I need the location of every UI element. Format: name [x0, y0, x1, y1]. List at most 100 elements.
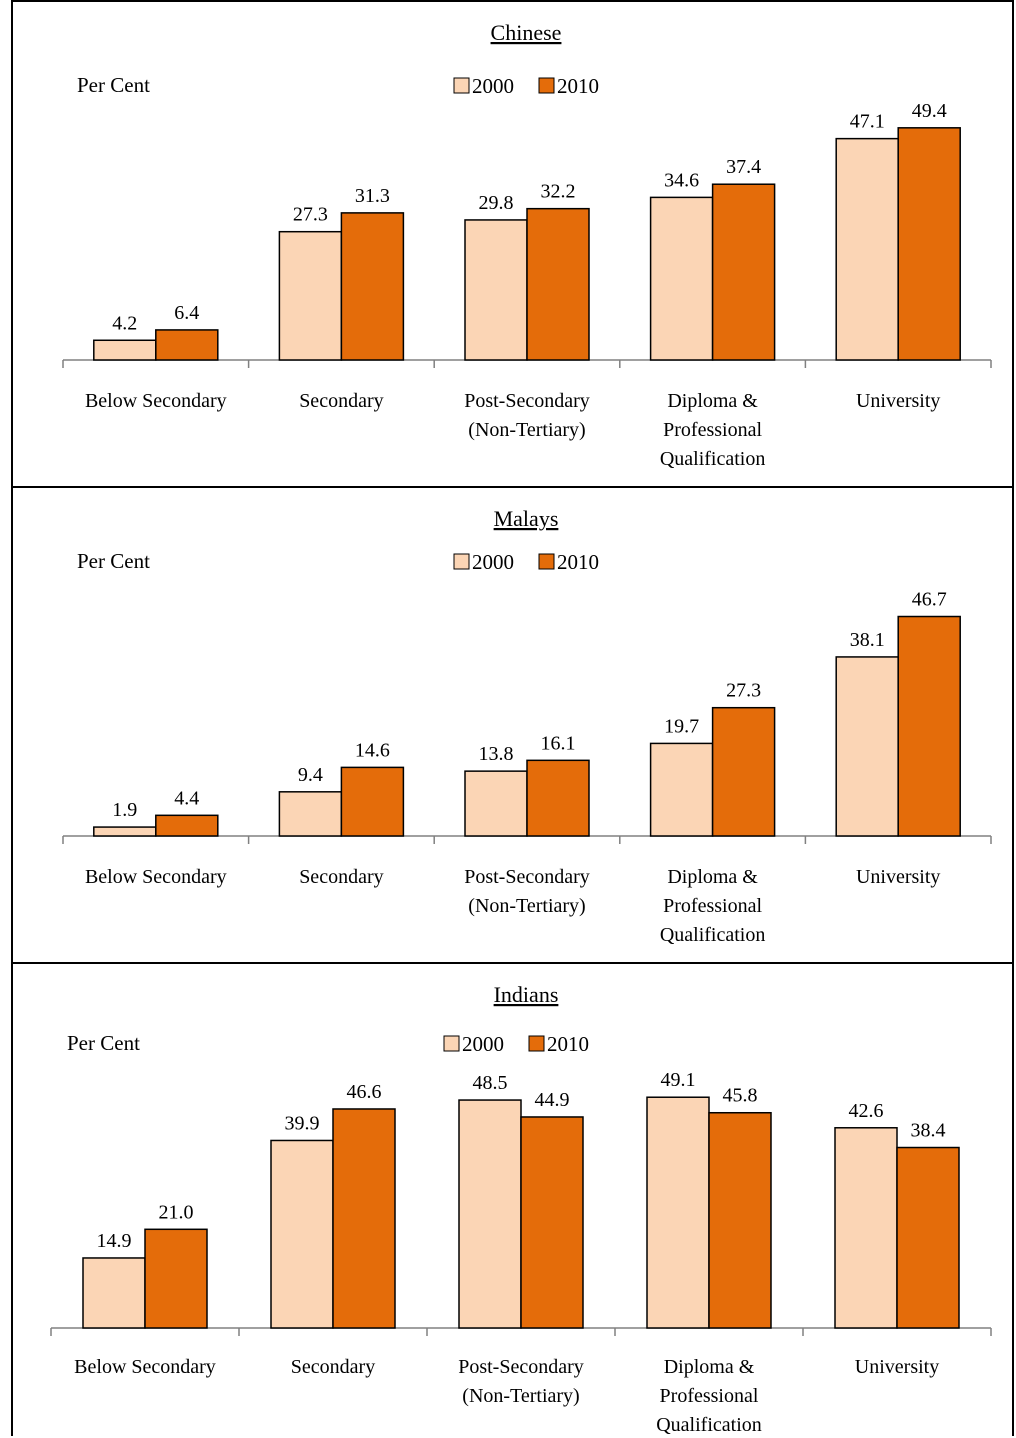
data-label: 9.4 — [298, 764, 323, 786]
category-label: University — [856, 390, 940, 412]
data-label: 31.3 — [355, 185, 390, 207]
category-label: University — [856, 866, 940, 888]
data-label: 14.6 — [355, 739, 390, 761]
category-label: (Non-Tertiary) — [462, 1385, 579, 1407]
category-label: Qualification — [656, 1414, 762, 1436]
bar-2000 — [646, 1096, 710, 1329]
chart-panel-indians: Indians Per Cent 2000 2010 14.9 21.0 Below… — [11, 962, 1014, 1436]
chart-panel-chinese: Chinese Per Cent 2000 2010 4.2 6.4 Below S… — [11, 0, 1014, 488]
bar-2000 — [649, 196, 714, 361]
bar-2000 — [82, 1257, 146, 1329]
bar-2000 — [649, 742, 714, 837]
chart-panel-malays: Malays Per Cent 2000 2010 1.9 4.4 Below Se… — [11, 486, 1014, 964]
data-label: 27.3 — [726, 680, 761, 702]
bar-2010 — [144, 1228, 208, 1329]
data-label: 46.6 — [347, 1081, 382, 1103]
data-label: 45.8 — [723, 1085, 758, 1107]
data-label: 1.9 — [112, 799, 137, 821]
plot-area: 14.9 21.0 Below Secondary 39.9 46.6 Secondary… — [50, 1069, 992, 1436]
category-label: Professional — [663, 895, 762, 917]
data-label: 34.6 — [664, 169, 699, 191]
data-label: 37.4 — [726, 156, 761, 178]
category-label: Post-Secondary — [464, 866, 590, 888]
legend-swatch-2010 — [538, 77, 555, 94]
chart-title: Malays — [494, 506, 559, 531]
bar-2010 — [708, 1111, 772, 1329]
category-label: Below Secondary — [85, 866, 227, 888]
bar-2000 — [93, 339, 157, 361]
bar-2000 — [835, 137, 899, 361]
legend-swatch-2000 — [453, 77, 470, 94]
legend-label-2000: 2000 — [472, 550, 514, 574]
bar-2000 — [278, 791, 343, 837]
category-label: Professional — [663, 419, 762, 441]
bar-2010 — [711, 706, 776, 837]
bar-2010 — [896, 1146, 960, 1329]
bar-2010 — [526, 207, 590, 361]
data-label: 21.0 — [159, 1201, 194, 1223]
bar-2000 — [458, 1099, 522, 1329]
legend-label-2010: 2010 — [557, 74, 599, 98]
category-label: Diploma & — [664, 1356, 755, 1378]
category-label: Post-Secondary — [464, 390, 590, 412]
legend-label-2010: 2010 — [557, 550, 599, 574]
category-label: Secondary — [299, 390, 383, 412]
data-label: 42.6 — [849, 1100, 884, 1122]
bar-2010 — [897, 127, 961, 361]
plot-area: 1.9 4.4 Below Secondary 9.4 14.6 Secondary 13.… — [62, 589, 992, 946]
bar-2000 — [835, 656, 899, 837]
category-label: Qualification — [660, 448, 766, 470]
data-label: 48.5 — [473, 1072, 508, 1094]
data-label: 4.4 — [174, 787, 199, 809]
chart-svg: Chinese Per Cent 2000 2010 4.2 6.4 Below S… — [62, 20, 992, 470]
data-label: 49.1 — [661, 1069, 696, 1091]
legend-label-2010: 2010 — [547, 1032, 589, 1056]
category-label: Qualification — [660, 924, 766, 946]
data-label: 16.1 — [541, 732, 576, 754]
legend-label-2000: 2000 — [472, 74, 514, 98]
category-label: University — [855, 1356, 939, 1378]
category-label: Below Secondary — [85, 390, 227, 412]
bar-2010 — [155, 814, 219, 837]
bar-2010 — [897, 615, 961, 837]
category-label: (Non-Tertiary) — [468, 419, 585, 441]
category-label: Post-Secondary — [458, 1356, 584, 1378]
bar-2000 — [278, 230, 343, 361]
data-label: 49.4 — [912, 100, 947, 122]
y-axis-label: Per Cent — [67, 1031, 140, 1055]
bar-2010 — [526, 759, 590, 837]
legend-swatch-2000 — [443, 1035, 460, 1052]
category-label: (Non-Tertiary) — [468, 895, 585, 917]
bar-2000 — [464, 770, 528, 837]
bar-2000 — [834, 1127, 898, 1329]
data-label: 6.4 — [174, 302, 199, 324]
y-axis-label: Per Cent — [77, 549, 150, 573]
category-label: Secondary — [299, 866, 383, 888]
bar-2000 — [464, 219, 528, 361]
category-label: Secondary — [291, 1356, 375, 1378]
legend-swatch-2010 — [528, 1035, 545, 1052]
bar-2000 — [270, 1139, 334, 1329]
data-label: 38.1 — [850, 629, 885, 651]
legend-label-2000: 2000 — [462, 1032, 504, 1056]
bar-2010 — [332, 1108, 396, 1329]
chart-title: Chinese — [491, 20, 562, 45]
category-label: Professional — [660, 1385, 759, 1407]
bar-2010 — [340, 766, 405, 837]
chart-svg: Malays Per Cent 2000 2010 1.9 4.4 Below Se… — [62, 506, 992, 946]
data-label: 4.2 — [112, 312, 137, 334]
chart-title: Indians — [494, 982, 559, 1007]
data-label: 46.7 — [912, 589, 947, 611]
data-label: 44.9 — [535, 1089, 570, 1111]
data-label: 27.3 — [293, 204, 328, 226]
data-label: 32.2 — [541, 181, 576, 203]
category-label: Below Secondary — [74, 1356, 216, 1378]
data-label: 39.9 — [285, 1112, 320, 1134]
plot-area: 4.2 6.4 Below Secondary 27.3 31.3 Secondary 29… — [62, 100, 992, 470]
bar-2010 — [711, 183, 776, 361]
bar-2010 — [520, 1116, 584, 1329]
y-axis-label: Per Cent — [77, 73, 150, 97]
chart-svg: Indians Per Cent 2000 2010 14.9 21.0 Below… — [50, 982, 992, 1436]
legend-swatch-2000 — [453, 553, 470, 570]
bar-2000 — [93, 826, 157, 837]
